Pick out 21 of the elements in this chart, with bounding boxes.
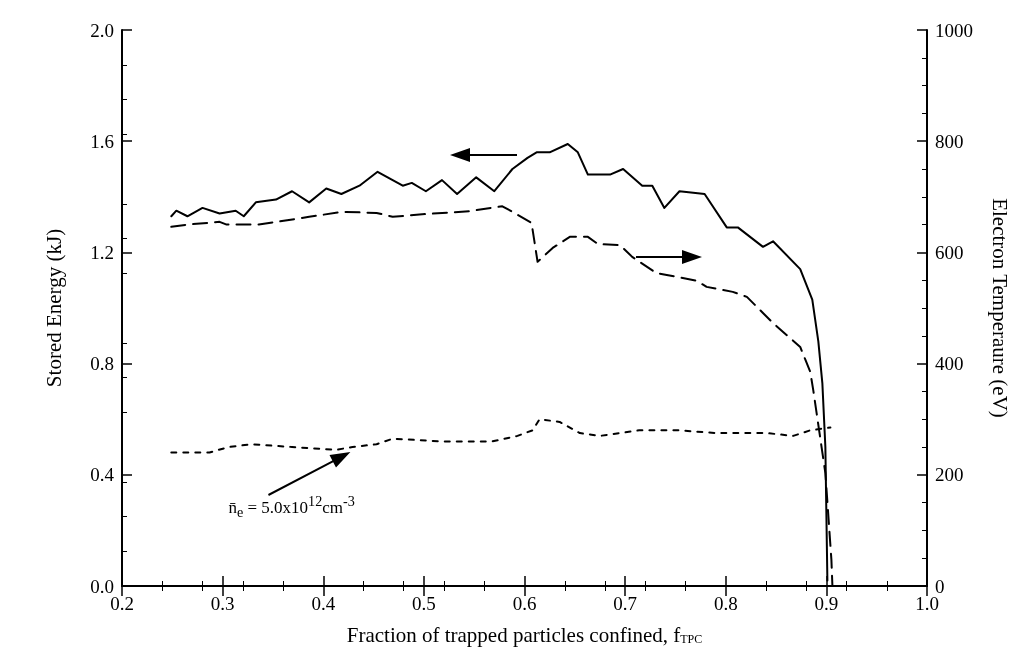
y2-tick-label: 400 <box>935 353 964 375</box>
x-tick-label: 0.8 <box>713 593 738 614</box>
y-tick-label: 0.8 <box>90 353 114 375</box>
y2-tick-label: 800 <box>935 130 964 152</box>
y2-tick-label: 600 <box>935 241 964 263</box>
x-tick-label: 0.4 <box>311 593 336 614</box>
x-tick-label: 0.3 <box>210 593 235 614</box>
y2-axis-title: Electron Temperaure (eV) <box>987 198 1012 418</box>
y-tick-label: 2.0 <box>90 19 114 41</box>
y-axis-title: Stored Energy (kJ) <box>41 228 66 388</box>
annotation: n̄$_{e}$ = 5.0x10$^{12}$cm$^{-3}$ <box>228 493 355 522</box>
y-tick-label: 0.4 <box>90 464 115 486</box>
x-tick-label: 0.6 <box>512 593 537 614</box>
y2-tick-label: 1000 <box>935 19 973 41</box>
y-tick-label: 1.6 <box>90 130 114 152</box>
x-tick-label: 0.9 <box>814 593 839 614</box>
y2-tick-label: 200 <box>935 464 964 486</box>
x-axis-title: Fraction of trapped particles confined, fTPC <box>346 622 703 647</box>
y-tick-label: 1.2 <box>90 241 114 263</box>
x-tick-label: 0.5 <box>412 593 436 614</box>
x-tick-label: 0.7 <box>613 593 637 614</box>
